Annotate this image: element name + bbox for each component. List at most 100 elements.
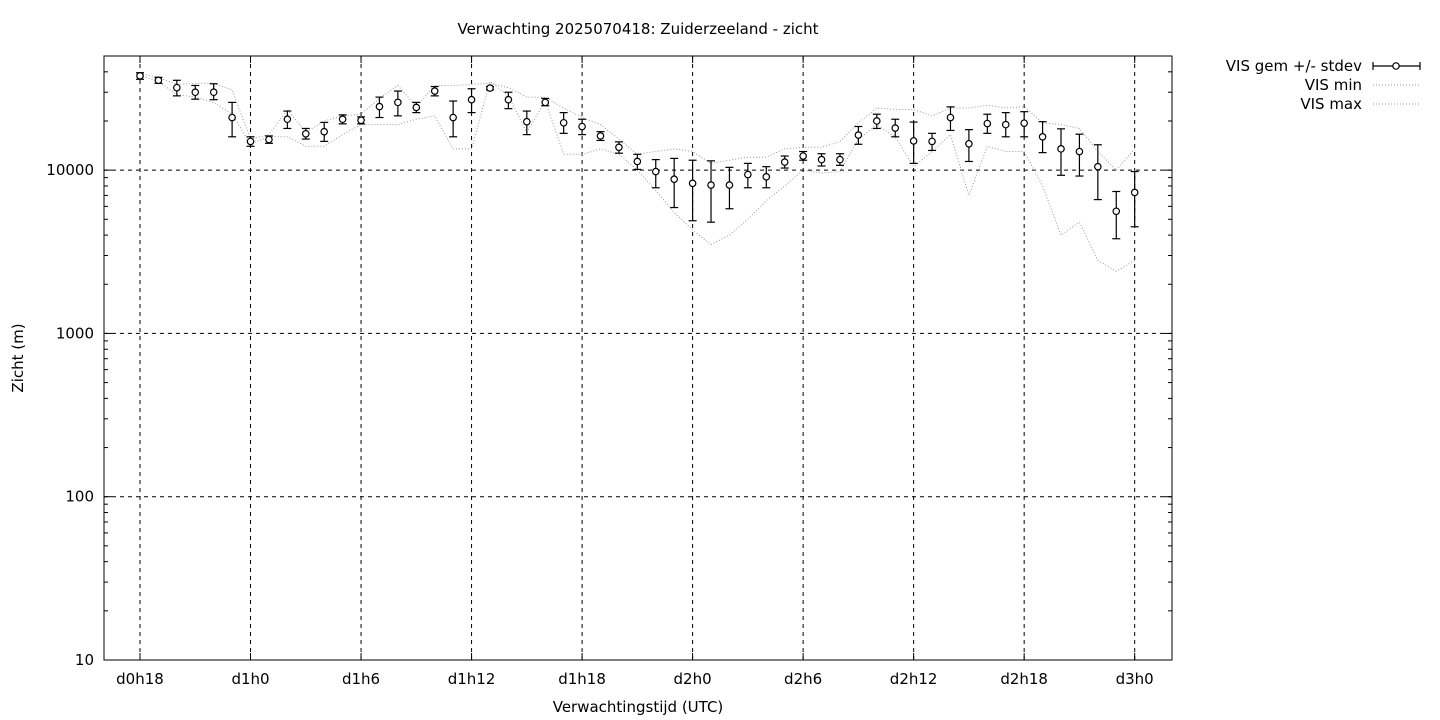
errorbar-point [1130, 170, 1139, 228]
y-tick-label: 100 [65, 488, 94, 506]
errorbar-point [559, 112, 568, 134]
errorbar-point [264, 135, 273, 144]
mean-point [504, 95, 513, 104]
mean-point [357, 116, 365, 125]
legend-point [1392, 62, 1400, 70]
x-tick-label: d0h18 [116, 670, 164, 688]
mean-point [799, 152, 807, 160]
mean-point [688, 179, 697, 188]
mean-point [246, 137, 255, 146]
errorbar-point [301, 127, 310, 140]
errorbar-point [1093, 144, 1102, 201]
mean-point [1130, 188, 1139, 197]
mean-point [523, 117, 531, 126]
errorbar-point [393, 90, 402, 117]
mean-point [780, 158, 789, 166]
mean-point [1112, 207, 1121, 216]
mean-point [1057, 145, 1065, 153]
x-tick-label: d2h0 [674, 670, 712, 688]
grid [104, 56, 1172, 660]
mean-point [375, 102, 384, 111]
mean-point [394, 98, 402, 107]
errorbar-point [707, 160, 716, 223]
x-tick-label: d1h6 [342, 670, 380, 688]
errorbar-point [504, 91, 513, 110]
errorbar-point [541, 97, 550, 107]
errorbar-point [338, 114, 347, 125]
x-axis-label: Verwachtingstijd (UTC) [553, 698, 724, 716]
errorbar-point [136, 72, 144, 80]
errorbar-point [909, 121, 918, 164]
errorbar-point [928, 132, 937, 152]
errorbar-point [670, 157, 679, 209]
errorbar-point [872, 113, 881, 130]
errorbar-point [357, 116, 366, 125]
errorbar-point [246, 136, 255, 147]
y-tick-label: 10 [75, 651, 94, 669]
y-tick-label: 1000 [56, 324, 94, 342]
x-ticks: d0h18 d1h0 d1h6 d1h12 d1h18 d2h0 d2h6 d2h12 d2h1… [116, 56, 1154, 688]
errorbar-point [964, 129, 973, 163]
mean-point [1001, 120, 1010, 129]
errorbar-point [191, 84, 200, 100]
errorbar-point [633, 153, 642, 171]
mean-point [338, 115, 347, 124]
mean-point [725, 181, 734, 189]
mean-point [1094, 162, 1102, 171]
mean-point [467, 95, 476, 104]
errorbar-point [688, 159, 697, 222]
mean-point [946, 113, 955, 122]
mean-point [283, 115, 292, 124]
x-tick-label: d2h12 [890, 670, 938, 688]
errorbar-point [412, 101, 421, 114]
mean-point [596, 132, 605, 140]
errorbar-point [1057, 128, 1065, 176]
mean-point [983, 119, 992, 128]
errorbar-point [596, 131, 605, 142]
errorbar-point [983, 113, 992, 134]
mean-point [651, 167, 660, 176]
mean-point [670, 175, 678, 183]
mean-point [891, 124, 900, 132]
errorbar-point [228, 101, 237, 138]
mean-point [633, 157, 642, 166]
mean-point [191, 88, 200, 97]
mean-point [301, 129, 310, 138]
mean-point [578, 122, 586, 131]
errorbar-point [522, 110, 531, 136]
mean-point [817, 155, 826, 164]
mean-point [430, 87, 439, 95]
mean-point [541, 98, 550, 107]
mean-point [854, 131, 863, 139]
errorbar-point [485, 84, 494, 92]
mean-point [154, 76, 163, 85]
mean-point [1075, 147, 1084, 156]
errorbar-point [854, 125, 863, 145]
errorbar-point [743, 162, 752, 189]
mean-point [449, 113, 457, 122]
errorbar-point [172, 79, 181, 97]
errorbar-point [209, 83, 218, 101]
series-layer [136, 72, 1139, 272]
errorbar-point [799, 150, 808, 161]
y-axis-label: Zicht (m) [9, 323, 27, 392]
mean-point [228, 113, 236, 122]
errorbar-point [835, 153, 844, 166]
errorbar-point [1112, 190, 1121, 240]
minor-ticks [104, 55, 1172, 612]
x-tick-label: d3h0 [1116, 670, 1154, 688]
series-line-vis-max [139, 73, 1136, 171]
mean-point [707, 181, 715, 189]
x-tick-label: d2h6 [784, 670, 822, 688]
errorbar-point [320, 121, 329, 142]
mean-point [965, 139, 973, 148]
y-ticks: 10 100 1000 10000 [46, 161, 1172, 669]
errorbar-point [651, 159, 660, 189]
errorbar-point [780, 155, 789, 169]
mean-point [872, 117, 881, 125]
errorbar-point [725, 166, 734, 210]
errorbar-point [467, 88, 476, 114]
errorbar-point [614, 141, 623, 154]
